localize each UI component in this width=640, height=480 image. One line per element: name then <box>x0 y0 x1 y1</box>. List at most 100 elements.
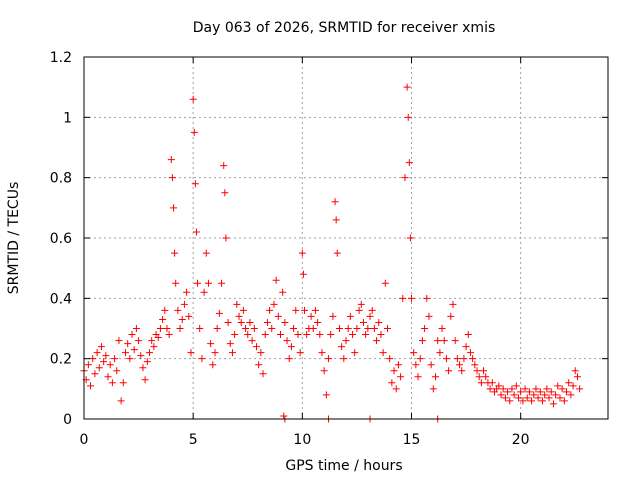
data-point <box>222 234 230 242</box>
data-point <box>325 355 333 363</box>
data-point <box>303 331 311 339</box>
data-point <box>332 216 340 224</box>
data-point <box>539 397 546 405</box>
data-point <box>375 318 383 326</box>
data-point <box>266 306 274 314</box>
data-point <box>506 397 514 405</box>
data-point <box>290 325 298 332</box>
data-point <box>318 349 326 357</box>
data-point <box>532 385 540 393</box>
data-point <box>488 379 496 387</box>
data-point <box>329 312 337 320</box>
data-point <box>316 331 324 339</box>
data-point <box>263 318 271 326</box>
data-point <box>362 331 370 339</box>
data-point <box>277 331 284 339</box>
data-point <box>235 312 243 320</box>
data-point <box>259 370 267 378</box>
data-point <box>399 294 407 302</box>
data-point <box>545 394 553 402</box>
y-tick-label: 0.2 <box>50 352 72 368</box>
y-tick-label: 0.6 <box>50 231 72 247</box>
data-point <box>170 204 178 212</box>
data-point <box>130 346 138 354</box>
data-point <box>406 234 414 242</box>
data-point <box>161 306 169 314</box>
data-point <box>342 337 350 345</box>
data-point <box>192 228 200 236</box>
data-point <box>100 358 108 366</box>
y-tick-label: 0.8 <box>50 171 72 187</box>
data-point <box>390 367 398 375</box>
data-point <box>576 385 584 393</box>
data-point <box>279 288 287 296</box>
data-point <box>174 306 182 314</box>
data-point <box>102 352 110 360</box>
data-point <box>141 376 149 384</box>
data-point <box>137 352 145 360</box>
data-point <box>445 367 453 375</box>
data-point <box>349 331 357 339</box>
data-point <box>215 309 223 317</box>
data-point <box>220 162 228 170</box>
data-point <box>292 306 300 314</box>
data-point <box>97 343 105 351</box>
data-point <box>218 279 226 287</box>
y-axis-label: SRMTID / TECUs <box>6 182 22 295</box>
data-point <box>281 318 289 326</box>
data-point <box>311 306 319 314</box>
data-point <box>510 391 518 399</box>
data-point <box>115 337 123 345</box>
data-point <box>196 325 204 332</box>
data-point <box>331 198 339 206</box>
data-point <box>106 361 114 369</box>
data-point <box>519 397 527 405</box>
data-point <box>421 325 429 332</box>
data-point <box>525 388 533 396</box>
data-point <box>388 379 396 387</box>
data-point <box>244 331 252 339</box>
data-point <box>255 361 263 369</box>
data-point <box>392 385 400 393</box>
data-point <box>171 249 179 257</box>
data-point <box>163 325 171 332</box>
data-point <box>287 343 295 351</box>
data-point <box>154 334 162 342</box>
x-tick-label: 0 <box>80 432 89 448</box>
data-point <box>340 355 348 363</box>
data-point <box>231 331 239 339</box>
data-point <box>453 355 461 363</box>
data-point <box>168 174 176 182</box>
data-point <box>172 279 180 287</box>
data-point <box>280 412 288 420</box>
data-point <box>534 394 542 402</box>
data-point <box>497 391 505 399</box>
data-point <box>178 315 186 323</box>
data-point <box>440 337 448 345</box>
data-point <box>563 388 571 396</box>
data-point <box>252 343 260 351</box>
data-point <box>528 397 536 405</box>
data-point <box>357 300 365 308</box>
data-point <box>207 340 215 348</box>
data-point <box>416 355 424 363</box>
data-point <box>248 337 256 345</box>
data-point <box>499 385 507 393</box>
data-point <box>124 340 132 348</box>
data-point <box>309 325 317 332</box>
data-point <box>404 113 412 121</box>
data-point <box>573 373 581 381</box>
data-point <box>150 343 158 351</box>
data-points <box>80 83 584 423</box>
data-point <box>552 391 560 399</box>
data-point <box>434 337 442 345</box>
data-point <box>517 388 525 396</box>
data-point <box>119 379 127 387</box>
data-point <box>471 361 479 369</box>
data-point <box>565 379 573 387</box>
data-point <box>200 288 208 296</box>
data-point <box>541 391 549 399</box>
data-point <box>213 325 221 332</box>
data-point <box>386 355 394 363</box>
